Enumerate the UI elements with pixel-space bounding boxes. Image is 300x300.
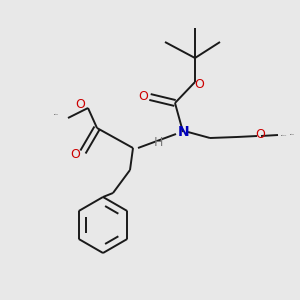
Text: methyl: methyl bbox=[290, 134, 295, 135]
Text: O: O bbox=[138, 91, 148, 103]
Text: H: H bbox=[153, 136, 163, 149]
Text: O: O bbox=[75, 98, 85, 112]
Text: O: O bbox=[194, 79, 204, 92]
Text: N: N bbox=[178, 125, 190, 139]
Text: O: O bbox=[70, 148, 80, 160]
Text: methoxy: methoxy bbox=[281, 135, 287, 136]
Text: methyl: methyl bbox=[54, 114, 59, 115]
Text: O: O bbox=[255, 128, 265, 142]
